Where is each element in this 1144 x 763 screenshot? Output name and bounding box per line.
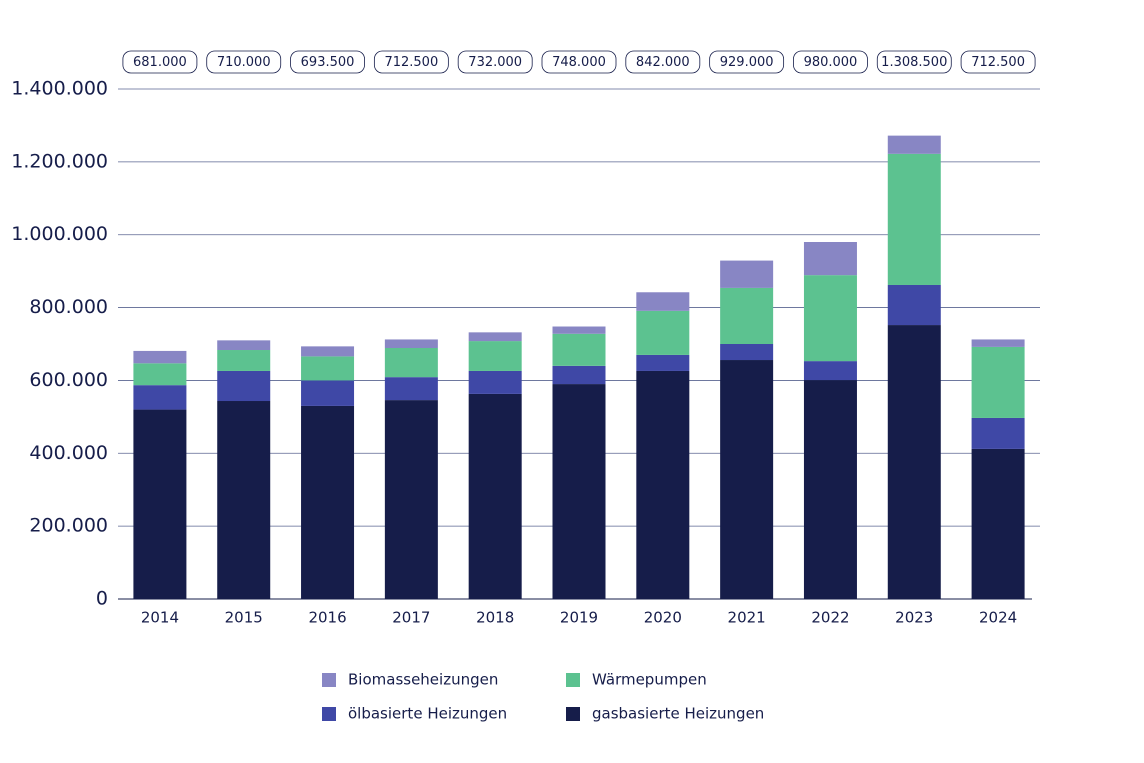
total-pill bbox=[793, 50, 868, 74]
x-tick-label: 2018 bbox=[476, 609, 514, 627]
bar-segment bbox=[720, 360, 774, 599]
bar-segment bbox=[468, 370, 522, 394]
total-label: 980.000 bbox=[804, 55, 858, 70]
bar-segment bbox=[468, 393, 522, 599]
bar-segment bbox=[217, 350, 271, 371]
bar-segment bbox=[217, 370, 271, 402]
bar-segment bbox=[636, 370, 690, 599]
y-tick-label: 600.000 bbox=[29, 369, 108, 391]
bar-segment bbox=[720, 344, 774, 361]
total-label: 1.308.500 bbox=[881, 55, 947, 70]
total-label: 732.000 bbox=[468, 55, 522, 70]
total-label: 712.500 bbox=[971, 55, 1025, 70]
x-tick-label: 2024 bbox=[979, 609, 1017, 627]
legend-swatch bbox=[566, 673, 580, 687]
y-tick-label: 800.000 bbox=[29, 296, 108, 318]
bar-segment bbox=[720, 287, 774, 344]
bar-segment bbox=[301, 405, 355, 599]
bar-segment bbox=[636, 292, 690, 311]
y-tick-label: 0 bbox=[96, 588, 108, 610]
x-tick-label: 2017 bbox=[392, 609, 430, 627]
bar-segment bbox=[552, 365, 606, 385]
bar-segment bbox=[133, 350, 187, 364]
total-pill bbox=[122, 50, 198, 74]
x-tick-label: 2016 bbox=[308, 609, 346, 627]
total-pill bbox=[709, 50, 785, 74]
y-tick-label: 1.400.000 bbox=[11, 78, 108, 100]
y-tick-label: 1.000.000 bbox=[11, 223, 108, 245]
legend-label: ölbasierte Heizungen bbox=[348, 705, 507, 723]
total-label: 712.500 bbox=[384, 55, 438, 70]
total-label: 748.000 bbox=[552, 55, 606, 70]
bar-segment bbox=[384, 348, 438, 378]
total-label: 842.000 bbox=[636, 55, 690, 70]
bar-segment bbox=[384, 400, 438, 599]
total-pill bbox=[876, 50, 952, 74]
bar-segment bbox=[887, 284, 941, 326]
bar-segment bbox=[887, 325, 941, 599]
x-tick-label: 2015 bbox=[225, 609, 263, 627]
bar-segment bbox=[803, 275, 857, 362]
total-pill bbox=[960, 50, 1036, 74]
bar-segment bbox=[552, 333, 606, 366]
bar-segment bbox=[803, 242, 857, 276]
bar-segment bbox=[971, 448, 1025, 599]
bar-segment bbox=[552, 384, 606, 599]
legend-label: Biomasseheizungen bbox=[348, 671, 498, 689]
y-tick-label: 200.000 bbox=[29, 515, 108, 537]
bar-segment bbox=[217, 401, 271, 599]
x-tick-label: 2023 bbox=[895, 609, 933, 627]
bar-segment bbox=[636, 310, 690, 355]
x-tick-label: 2020 bbox=[644, 609, 682, 627]
bar-segment bbox=[552, 326, 606, 334]
total-label: 693.500 bbox=[301, 55, 355, 70]
total-pill bbox=[457, 50, 533, 74]
bar-segment bbox=[301, 356, 355, 381]
total-label: 681.000 bbox=[133, 55, 187, 70]
x-tick-label: 2021 bbox=[728, 609, 766, 627]
total-pill bbox=[541, 50, 617, 74]
bar-segment bbox=[133, 409, 187, 599]
bar-segment bbox=[803, 361, 857, 381]
bar-segment bbox=[133, 385, 187, 410]
bar-segment bbox=[971, 417, 1025, 449]
bar-segment bbox=[636, 354, 690, 371]
bar-segment bbox=[133, 363, 187, 386]
bar-segment bbox=[384, 339, 438, 349]
bar-segment bbox=[971, 346, 1025, 418]
bar-segment bbox=[887, 153, 941, 285]
total-pill bbox=[206, 50, 282, 74]
bar-segment bbox=[803, 380, 857, 599]
x-tick-label: 2019 bbox=[560, 609, 598, 627]
y-tick-label: 1.200.000 bbox=[11, 150, 108, 172]
legend-swatch bbox=[322, 673, 336, 687]
bar-segment bbox=[720, 260, 774, 288]
total-label: 929.000 bbox=[720, 55, 774, 70]
x-tick-label: 2022 bbox=[811, 609, 849, 627]
bar-segment bbox=[301, 380, 355, 406]
legend-label: gasbasierte Heizungen bbox=[592, 705, 764, 723]
bar-segment bbox=[384, 377, 438, 401]
legend-swatch bbox=[566, 707, 580, 721]
total-pill bbox=[373, 50, 449, 74]
legend-swatch bbox=[322, 707, 336, 721]
total-pill bbox=[625, 50, 701, 74]
bar-segment bbox=[468, 341, 522, 371]
bar-segment bbox=[217, 340, 271, 351]
x-tick-label: 2014 bbox=[141, 609, 179, 627]
legend-label: Wärmepumpen bbox=[592, 671, 707, 689]
total-label: 710.000 bbox=[217, 55, 271, 70]
bar-segment bbox=[301, 346, 355, 357]
y-tick-label: 400.000 bbox=[29, 442, 108, 464]
bar-segment bbox=[887, 135, 941, 154]
bar-segment bbox=[468, 332, 522, 342]
bar-segment bbox=[971, 339, 1025, 347]
total-pill bbox=[290, 50, 365, 74]
